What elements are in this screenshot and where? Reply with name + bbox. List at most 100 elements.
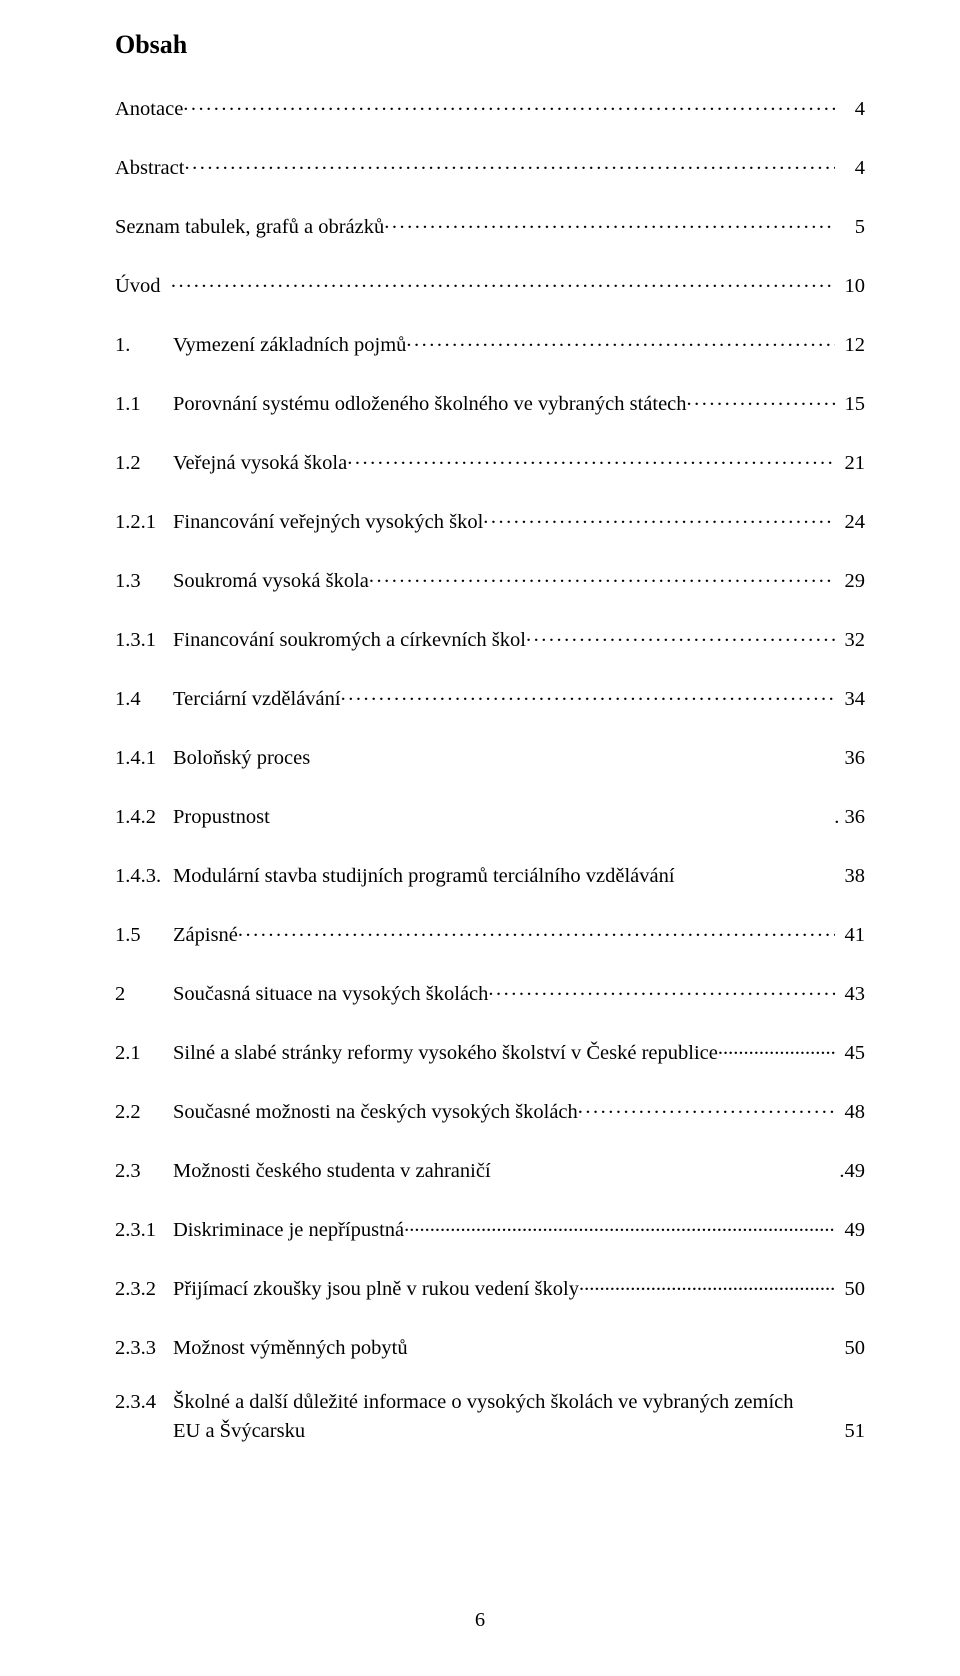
toc-label: Financování soukromých a církevních škol — [173, 630, 526, 651]
toc-label: Možnosti českého studenta v zahraničí — [173, 1161, 491, 1182]
toc-page: 45 — [835, 1043, 865, 1064]
toc-leader — [675, 861, 835, 882]
toc-label: Porovnání systému odloženého školného ve… — [173, 394, 687, 415]
toc-label: Veřejná vysoká škola — [173, 453, 347, 474]
toc-page: .49 — [835, 1161, 865, 1182]
toc-label: Financování veřejných vysokých škol — [173, 512, 483, 533]
toc-label: Modulární stavba studijních programů ter… — [173, 866, 675, 887]
toc-row: 2.1Silné a slabé stránky reformy vysokéh… — [115, 1038, 865, 1063]
toc-leader — [526, 625, 835, 646]
toc-page: 50 — [835, 1279, 865, 1300]
toc-number: 1.2 — [115, 453, 173, 474]
toc-leader — [184, 153, 835, 174]
toc-leader — [270, 802, 830, 823]
toc-row: 1.3.1Financování soukromých a církevních… — [115, 625, 865, 650]
toc-label: Vymezení základních pojmů — [173, 335, 406, 356]
toc-row: Abstract 4 — [115, 153, 865, 178]
toc-row: 2.3.2Přijímací zkoušky jsou plně v rukou… — [115, 1274, 865, 1299]
toc-row: 1.2Veřejná vysoká škola 21 — [115, 448, 865, 473]
toc-label: Soukromá vysoká škola — [173, 571, 369, 592]
toc-row: Úvod 10 — [115, 271, 865, 296]
toc-page: 10 — [835, 276, 865, 297]
toc-leader — [369, 566, 835, 587]
toc-title: Obsah — [115, 30, 865, 60]
toc-leader — [718, 1038, 835, 1059]
toc-label: Možnost výměnných pobytů — [173, 1338, 408, 1359]
toc-label: Současné možnosti na českých vysokých šk… — [173, 1102, 578, 1123]
toc-number: 2.3 — [115, 1161, 173, 1182]
toc-number: 2.3.2 — [115, 1279, 173, 1300]
toc-leader — [347, 448, 835, 469]
toc-page: 32 — [835, 630, 865, 651]
toc-page: 5 — [835, 217, 865, 238]
toc-number: 1.5 — [115, 925, 173, 946]
toc-label: Anotace — [115, 99, 183, 120]
toc-number: 2.1 — [115, 1043, 173, 1064]
toc-number: 1.3 — [115, 571, 173, 592]
toc-leader — [491, 1156, 835, 1177]
toc-row: 1.5Zápisné 41 — [115, 920, 865, 945]
toc-label: Zápisné — [173, 925, 238, 946]
toc-page: 41 — [835, 925, 865, 946]
toc-page: 12 — [835, 335, 865, 356]
toc-page: 34 — [835, 689, 865, 710]
page: Obsah Anotace 4Abstract 4 Seznam tabulek, g… — [0, 0, 960, 1676]
toc-row: 2.3Možnosti českého studenta v zahraničí… — [115, 1156, 865, 1181]
toc-label: Boloňský proces — [173, 748, 310, 769]
toc-page: 48 — [835, 1102, 865, 1123]
toc-row: 2.2Současné možnosti na českých vysokých… — [115, 1097, 865, 1122]
toc-leader — [384, 212, 835, 233]
toc-number: 1.4.1 — [115, 748, 173, 769]
toc-leader — [404, 1215, 835, 1236]
toc-number: 1.4.2 — [115, 807, 173, 828]
toc-number: 1.4.3. — [115, 866, 173, 887]
toc-leader — [171, 271, 835, 292]
toc-row: 1.4.3.Modulární stavba studijních progra… — [115, 861, 865, 886]
toc-label: Diskriminace je nepřípustná — [173, 1220, 404, 1241]
toc-leader — [483, 507, 835, 528]
toc-page: 29 — [835, 571, 865, 592]
toc-label: Současná situace na vysokých školách — [173, 984, 488, 1005]
toc-row: 2.3.1Diskriminace je nepřípustná 49 — [115, 1215, 865, 1240]
toc-leader — [310, 743, 835, 764]
toc-row: 1.4.1Boloňský proces 36 — [115, 743, 865, 768]
toc-number: 2.3.1 — [115, 1220, 173, 1241]
toc-row: 1.4Terciární vzdělávání 34 — [115, 684, 865, 709]
toc-page: 21 — [835, 453, 865, 474]
toc-page: 49 — [835, 1220, 865, 1241]
toc-number: 1.2.1 — [115, 512, 173, 533]
page-number: 6 — [0, 1609, 960, 1632]
toc-number: 1.3.1 — [115, 630, 173, 651]
toc-label: Úvod — [115, 276, 171, 297]
toc-number: 1. — [115, 335, 173, 356]
toc-row: Seznam tabulek, grafů a obrázků 5 — [115, 212, 865, 237]
toc-row: 1.3Soukromá vysoká škola 29 — [115, 566, 865, 591]
toc-row: 2Současná situace na vysokých školách43 — [115, 979, 865, 1004]
toc-leader — [341, 684, 835, 705]
toc-leader — [488, 979, 835, 1000]
toc-number: 2.3.4 — [115, 1392, 173, 1413]
toc-label: Školné a další důležité informace o vyso… — [173, 1392, 794, 1413]
toc-row: 1.4.2Propustnost. 36 — [115, 802, 865, 827]
toc-row: 2.3.3Možnost výměnných pobytů 50 — [115, 1333, 865, 1358]
toc-row: EU a Švýcarsku 51 — [115, 1417, 865, 1442]
toc-row: 1.1Porovnání systému odloženého školného… — [115, 389, 865, 414]
toc-label: Přijímací zkoušky jsou plně v rukou vede… — [173, 1279, 579, 1300]
toc-page: 50 — [835, 1338, 865, 1359]
toc-leader — [579, 1274, 835, 1295]
toc-label: Propustnost — [173, 807, 270, 828]
toc-label: Terciární vzdělávání — [173, 689, 341, 710]
toc-page: 51 — [835, 1421, 865, 1442]
toc-leader — [578, 1097, 835, 1118]
toc-leader — [238, 920, 835, 941]
toc-leader — [687, 389, 835, 410]
toc-label: EU a Švýcarsku — [173, 1421, 305, 1442]
toc-number: 2.3.3 — [115, 1338, 173, 1359]
toc-label: Silné a slabé stránky reformy vysokého š… — [173, 1043, 718, 1064]
toc-page: 4 — [835, 158, 865, 179]
toc-label: Seznam tabulek, grafů a obrázků — [115, 217, 384, 238]
toc-number: 1.4 — [115, 689, 173, 710]
toc-page: 43 — [835, 984, 865, 1005]
toc-label: Abstract — [115, 158, 184, 179]
toc-row: 1.Vymezení základních pojmů 12 — [115, 330, 865, 355]
